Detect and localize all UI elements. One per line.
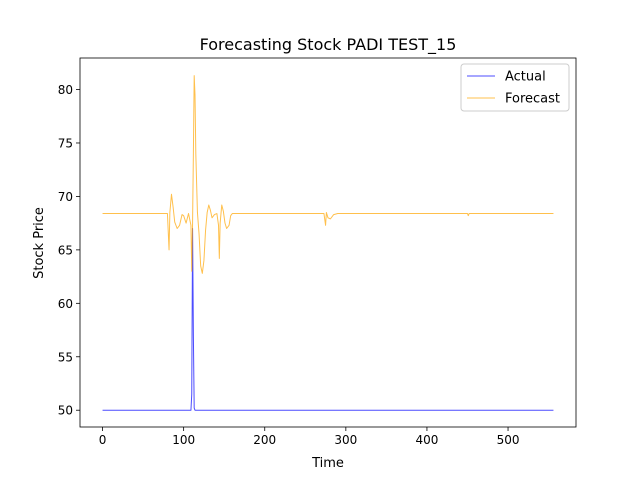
series-line-actual — [102, 228, 554, 411]
y-tick-label: 65 — [58, 243, 73, 257]
series-line-forecast — [102, 75, 554, 274]
y-tick-label: 60 — [58, 297, 73, 311]
legend-label-actual: Actual — [505, 70, 546, 85]
y-axis-ticks: 50 55 60 65 70 75 80 — [58, 83, 80, 418]
x-tick-label: 0 — [99, 433, 107, 447]
x-tick-label: 400 — [415, 433, 438, 447]
y-tick-label: 50 — [58, 404, 73, 418]
x-tick-label: 100 — [172, 433, 195, 447]
y-axis-label: Stock Price — [32, 207, 47, 279]
x-tick-label: 500 — [497, 433, 520, 447]
y-tick-label: 70 — [58, 190, 73, 204]
legend-label-forecast: Forecast — [505, 92, 560, 107]
chart-title: Forecasting Stock PADI TEST_15 — [200, 35, 457, 55]
legend: Actual Forecast — [460, 63, 570, 112]
x-axis-label: Time — [311, 456, 344, 471]
series-lines — [102, 75, 554, 411]
x-tick-label: 200 — [253, 433, 276, 447]
y-tick-label: 55 — [58, 350, 73, 364]
y-tick-label: 75 — [58, 136, 73, 150]
x-axis-ticks: 0 100 200 300 400 500 — [99, 427, 520, 447]
axes-frame — [79, 57, 577, 428]
x-tick-label: 300 — [334, 433, 357, 447]
y-tick-label: 80 — [58, 83, 73, 97]
plot-area: 0 100 200 300 400 500 50 55 60 65 70 75 80 — [58, 57, 577, 447]
